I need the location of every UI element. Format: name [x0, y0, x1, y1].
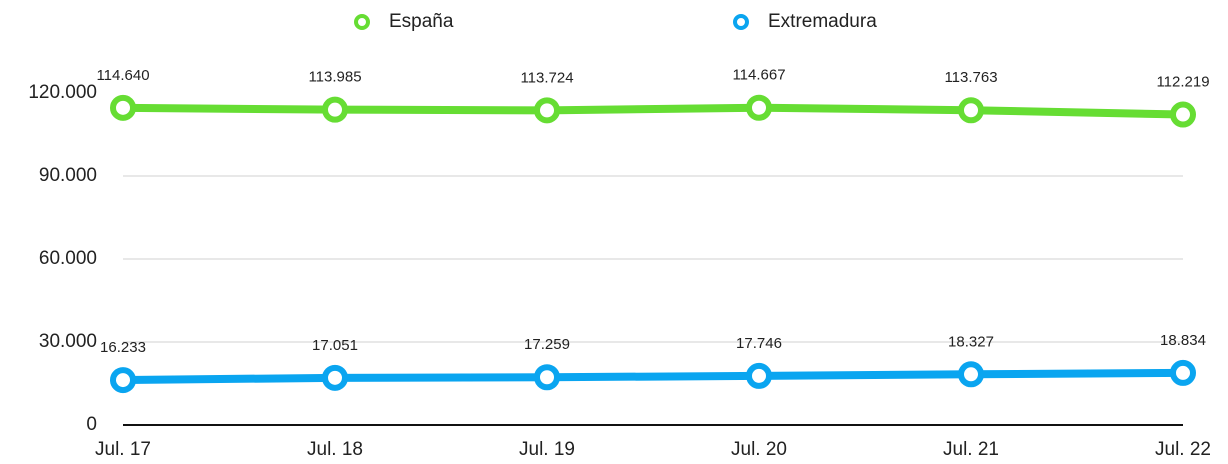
point: [110, 94, 136, 121]
data-label: 113.724: [520, 69, 573, 86]
point: [534, 364, 560, 391]
point: [110, 367, 136, 394]
y-tick-label: 60.000: [39, 248, 97, 269]
data-label: 18.327: [948, 333, 994, 350]
legend-marker: [733, 14, 749, 30]
series-line: [122, 368, 1184, 385]
point: [534, 97, 560, 124]
data-label: 17.259: [524, 336, 570, 353]
legend-label: Extremadura: [768, 11, 877, 32]
y-tick-label: 0: [86, 414, 97, 435]
data-label: 114.667: [732, 67, 785, 84]
y-tick-label: 120.000: [28, 82, 97, 103]
x-tick-label: Jul. 18: [307, 439, 363, 460]
series-line: [122, 103, 1184, 119]
y-tick-label: 30.000: [39, 331, 97, 352]
data-label: 113.985: [308, 69, 361, 86]
data-label: 113.763: [944, 69, 997, 86]
data-label: 16.233: [100, 339, 146, 356]
data-label: 17.051: [312, 337, 358, 354]
data-label: 114.640: [96, 67, 149, 84]
x-tick-label: Jul. 19: [519, 439, 575, 460]
data-label: 112.219: [1156, 73, 1209, 90]
x-tick-label: Jul. 17: [95, 439, 151, 460]
point: [958, 97, 984, 124]
point: [746, 94, 772, 121]
data-label: 18.834: [1160, 332, 1206, 349]
point: [322, 364, 348, 391]
point: [1170, 359, 1196, 386]
y-tick-label: 90.000: [39, 165, 97, 186]
point: [322, 96, 348, 123]
point: [746, 362, 772, 389]
x-tick-label: Jul. 20: [731, 439, 787, 460]
legend-label: España: [389, 11, 454, 32]
point: [958, 361, 984, 388]
data-label: 17.746: [736, 335, 782, 352]
point: [1170, 101, 1196, 128]
x-tick-label: Jul. 22: [1155, 439, 1211, 460]
legend-marker: [354, 14, 370, 30]
x-tick-label: Jul. 21: [943, 439, 999, 460]
